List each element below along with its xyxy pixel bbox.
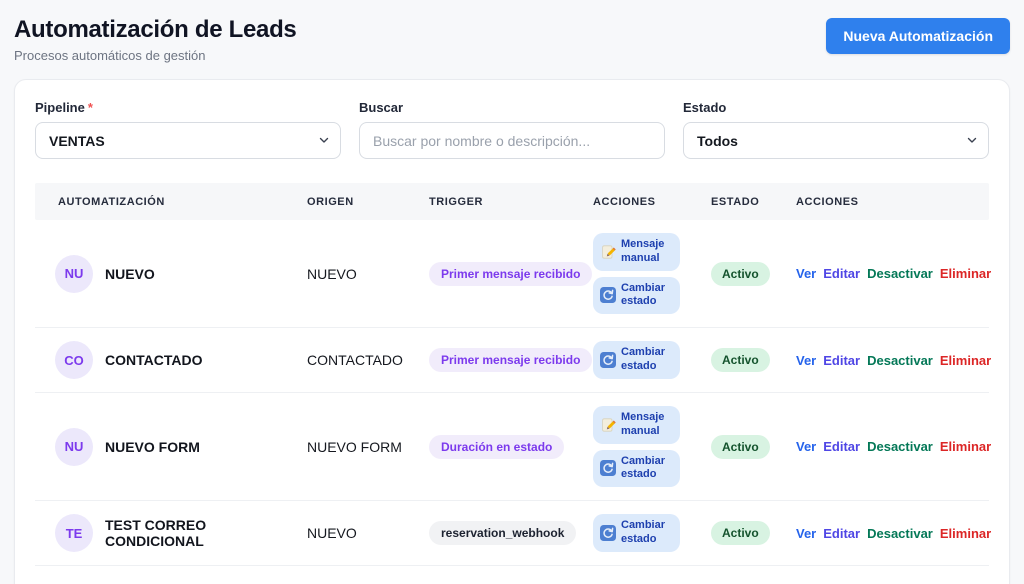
table-row: CO CONTACTADO CONTACTADO Primer mensaje … [35,328,991,393]
estado-label: Estado [683,100,727,115]
eliminar-link[interactable]: Eliminar [939,439,992,454]
action-badge-label: Mensaje manual [621,411,665,437]
action-badge: Cambiar estado [593,276,680,314]
page-header: Automatización de Leads Procesos automát… [0,0,1024,73]
avatar: CO [55,341,93,379]
status-badge: Activo [711,434,770,459]
estado-filter: Estado Todos [683,100,989,159]
action-badge: Cambiar estado [593,514,680,552]
col-header-estado: ESTADO [711,195,760,208]
pipeline-label: Pipeline * [35,100,93,115]
filters-bar: Pipeline* VENTAS Buscar Estado Todos [35,100,989,159]
ver-link[interactable]: Ver [796,266,817,281]
status-badge: Activo [711,348,770,372]
ver-link[interactable]: Ver [796,525,817,541]
action-badge: Mensaje manual [593,406,680,444]
action-badge-label: Cambiar estado [621,281,666,308]
action-badges: Cambiar estado [593,341,711,379]
automation-name: NUEVO [105,265,155,282]
refresh-icon [600,525,616,541]
avatar: NU [55,427,93,466]
automation-name: NUEVO FORM [105,438,200,455]
automation-table: AUTOMATIZACIÓN ORIGEN TRIGGER ACCIONES E… [35,183,991,566]
origin-value: NUEVO [307,525,357,541]
trigger-badge: reservation_webhook [429,521,577,545]
action-badge: Cambiar estado [593,449,680,487]
search-input[interactable] [359,122,665,159]
search-label: Buscar [359,100,404,115]
required-asterisk: * [87,100,93,115]
row-action-links: Ver Editar Desactivar Eliminar [796,439,991,454]
refresh-icon [600,287,616,304]
editar-link[interactable]: Editar [823,352,861,368]
refresh-icon [600,352,616,368]
automation-name: CONTACTADO [105,352,203,368]
page-title: Automatización de Leads [14,16,297,43]
action-badge-label: Cambiar estado [621,454,666,481]
total-count: Total: automatizaciones [35,566,989,584]
status-badge: Activo [711,521,770,545]
ver-link[interactable]: Ver [796,439,817,454]
page-heading: Automatización de Leads Procesos automát… [14,16,297,63]
action-badge-label: Cambiar estado [621,346,666,372]
trigger-badge: Primer mensaje recibido [429,261,593,286]
action-badges: Mensaje manual Cambiar estado [593,406,711,487]
action-badge: Mensaje manual [593,233,680,271]
action-badges: Cambiar estado [593,514,711,552]
editar-link[interactable]: Editar [823,266,861,281]
trigger-badge: Primer mensaje recibido [429,348,593,372]
table-row: NU NUEVO FORM NUEVO FORM Duración en est… [35,393,991,501]
avatar: NU [55,254,93,293]
automation-card: Pipeline* VENTAS Buscar Estado Todos [14,79,1010,584]
table-body: NU NUEVO NUEVO Primer mensaje recibido M… [35,220,991,566]
origin-value: NUEVO [307,265,357,282]
row-action-links: Ver Editar Desactivar Eliminar [796,353,991,368]
memo-icon [600,417,616,433]
pipeline-filter: Pipeline * VENTAS [35,100,341,159]
automation-name: TEST CORREO CONDICIONAL [105,517,207,549]
col-header-acciones-links: ACCIONES [796,195,859,208]
status-badge: Activo [711,261,770,286]
action-badge: Cambiar estado [593,341,680,379]
table-header-row: AUTOMATIZACIÓN ORIGEN TRIGGER ACCIONES E… [35,183,989,220]
eliminar-link[interactable]: Eliminar [939,525,992,541]
action-badge-label: Cambiar estado [621,519,666,545]
origin-value: CONTACTADO [307,352,403,368]
desactivar-link[interactable]: Desactivar [867,352,933,368]
origin-value: NUEVO FORM [307,438,402,455]
col-header-trigger: TRIGGER [429,195,483,208]
row-action-links: Ver Editar Desactivar Eliminar [796,526,991,541]
new-automation-button[interactable]: Nueva Automatización [826,18,1010,54]
desactivar-link[interactable]: Desactivar [867,525,933,541]
pipeline-select[interactable]: VENTAS [35,122,341,159]
ver-link[interactable]: Ver [796,352,817,368]
table-row: NU NUEVO NUEVO Primer mensaje recibido M… [35,220,991,328]
eliminar-link[interactable]: Eliminar [939,352,992,368]
action-badges: Mensaje manual Cambiar estado [593,233,711,314]
eliminar-link[interactable]: Eliminar [939,266,992,281]
col-header-origen: ORIGEN [307,195,354,208]
editar-link[interactable]: Editar [823,525,861,541]
refresh-icon [600,460,616,477]
action-badge-label: Mensaje manual [621,238,665,264]
page-subtitle: Procesos automáticos de gestión [14,48,206,63]
memo-icon [600,244,616,260]
row-action-links: Ver Editar Desactivar Eliminar [796,266,991,281]
editar-link[interactable]: Editar [823,439,861,454]
search-filter: Buscar [359,100,665,159]
table-row: TE TEST CORREO CONDICIONAL NUEVO reserva… [35,501,991,566]
avatar: TE [55,514,93,552]
desactivar-link[interactable]: Desactivar [867,266,933,281]
desactivar-link[interactable]: Desactivar [867,439,933,454]
col-header-acciones: ACCIONES [593,195,656,208]
trigger-badge: Duración en estado [429,434,565,459]
col-header-automatizacion: AUTOMATIZACIÓN [58,195,165,208]
estado-select[interactable]: Todos [683,122,989,159]
